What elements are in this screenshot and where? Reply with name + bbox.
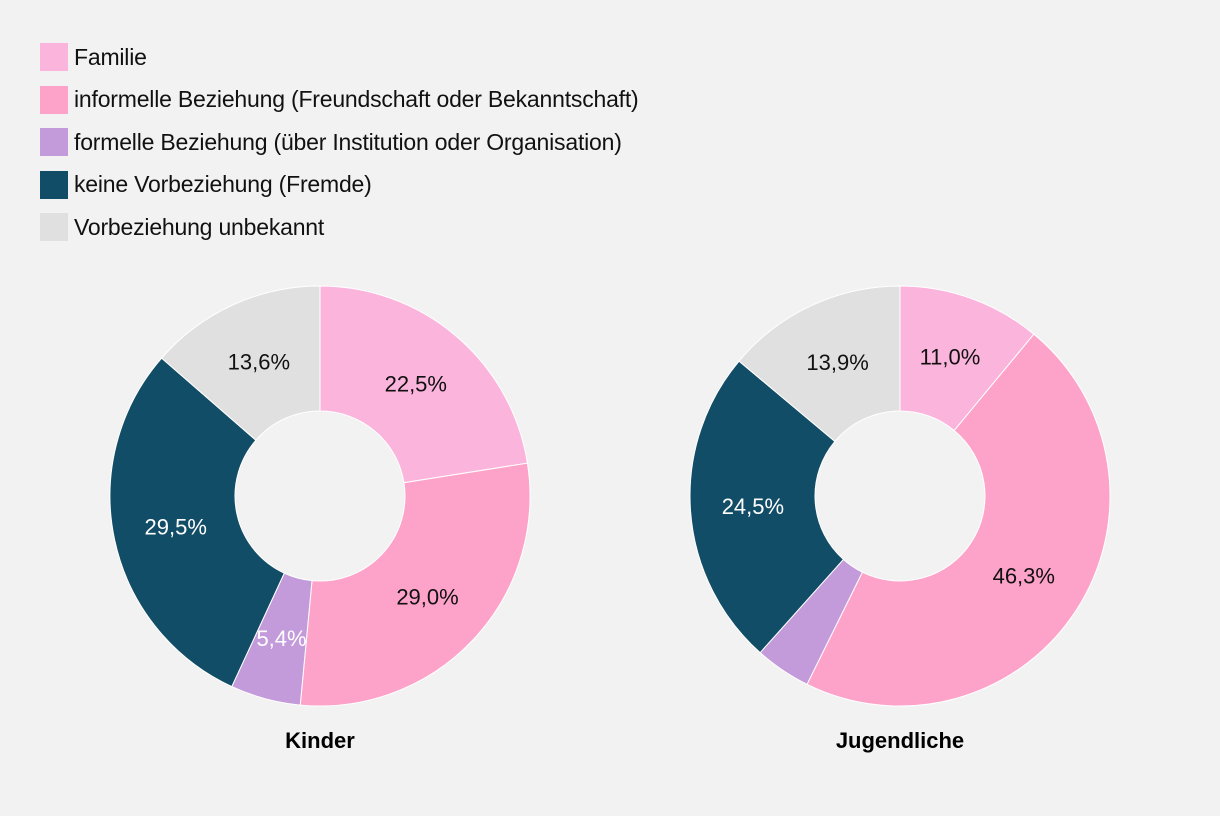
slice-label-kinder-keine-vorbeziehung: 29,5% bbox=[145, 514, 207, 539]
slice-kinder-informelle-beziehung bbox=[299, 462, 531, 707]
slice-label-jugendliche-vorbeziehung-unbekannt: 13,9% bbox=[806, 350, 868, 375]
legend-label-familie: Familie bbox=[74, 43, 147, 70]
legend-item-keine-vorbeziehung: keine Vorbeziehung (Fremde) bbox=[40, 170, 639, 200]
slice-jugendliche-vorbeziehung-unbekannt bbox=[738, 285, 901, 443]
legend-label-keine-vorbeziehung: keine Vorbeziehung (Fremde) bbox=[74, 171, 372, 197]
slice-kinder-vorbeziehung-unbekannt bbox=[160, 285, 321, 441]
slice-label-jugendliche-keine-vorbeziehung: 24,5% bbox=[722, 494, 784, 519]
slice-jugendliche-informelle-beziehung bbox=[806, 333, 1111, 707]
legend-item-formelle-beziehung: formelle Beziehung (über Institution ode… bbox=[40, 127, 639, 157]
legend-item-familie: Familie bbox=[40, 42, 639, 72]
slice-jugendliche-familie bbox=[899, 285, 1035, 432]
legend-swatch-formelle-beziehung bbox=[40, 128, 68, 156]
legend-label-vorbeziehung-unbekannt: Vorbeziehung unbekannt bbox=[74, 213, 325, 240]
slice-label-kinder-formelle-beziehung: 5,4% bbox=[256, 626, 306, 651]
legend-swatch-vorbeziehung-unbekannt bbox=[40, 213, 68, 241]
slice-jugendliche-keine-vorbeziehung bbox=[689, 360, 845, 654]
chart-title-jugendliche: Jugendliche bbox=[836, 728, 964, 753]
slice-label-jugendliche-informelle-beziehung: 46,3% bbox=[993, 564, 1055, 589]
slice-kinder-keine-vorbeziehung bbox=[109, 357, 285, 688]
slice-kinder-familie bbox=[319, 285, 528, 484]
chart-title-kinder: Kinder bbox=[285, 728, 355, 753]
legend-swatch-familie bbox=[40, 43, 68, 71]
legend-label-formelle-beziehung: formelle Beziehung (über Institution ode… bbox=[74, 128, 622, 155]
legend-swatch-keine-vorbeziehung bbox=[40, 170, 68, 199]
slice-label-jugendliche-familie: 11,0% bbox=[920, 345, 981, 370]
legend-label-informelle-beziehung: informelle Beziehung (Freundschaft oder … bbox=[74, 86, 639, 112]
slice-label-kinder-informelle-beziehung: 29,0% bbox=[396, 584, 458, 609]
donut-chart-jugendliche: 11,0% 46,3% 24,5% 13,9% bbox=[689, 285, 1111, 707]
donut-chart-kinder: 22,5% 29,0% 5,4% 29,5% 13,6% bbox=[109, 285, 531, 707]
slice-label-kinder-familie: 22,5% bbox=[385, 371, 447, 396]
legend-swatch-informelle-beziehung bbox=[40, 85, 68, 114]
legend-item-vorbeziehung-unbekannt: Vorbeziehung unbekannt bbox=[40, 212, 639, 242]
slice-label-kinder-vorbeziehung-unbekannt: 13,6% bbox=[228, 349, 290, 374]
legend-item-informelle-beziehung: informelle Beziehung (Freundschaft oder … bbox=[40, 85, 639, 115]
legend: Familie informelle Beziehung (Freundscha… bbox=[40, 42, 639, 255]
